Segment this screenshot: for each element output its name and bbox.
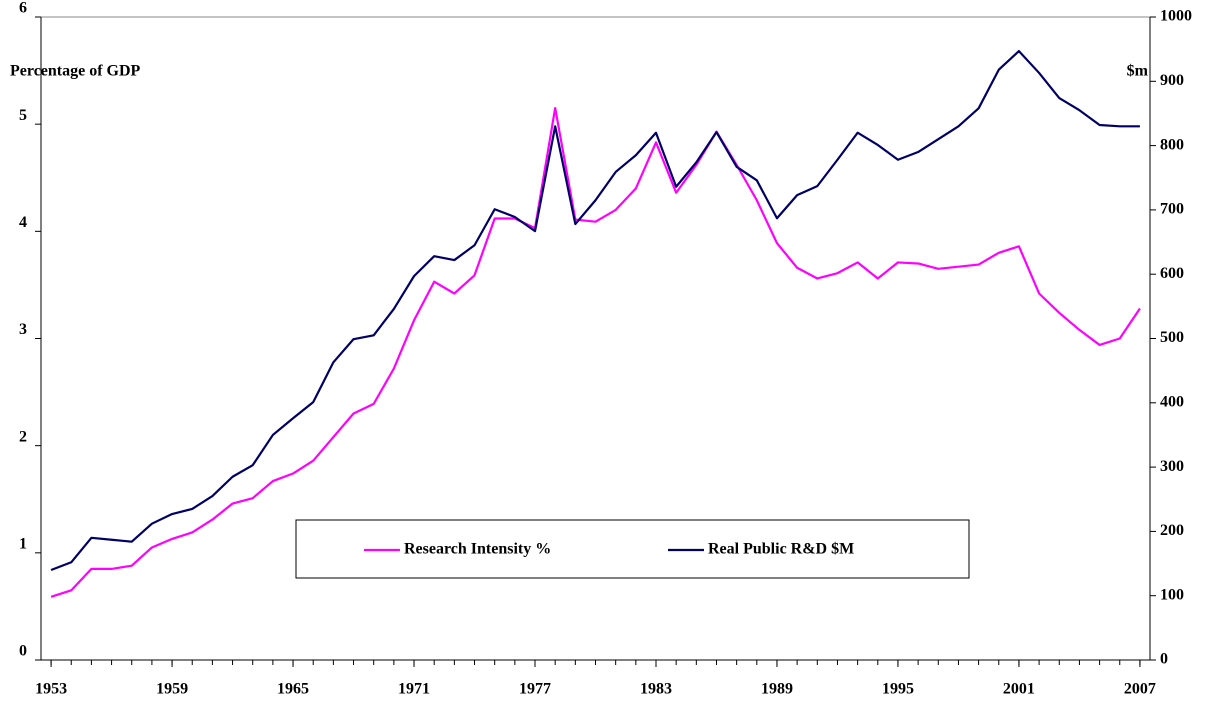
series-line [50,106,1141,598]
legend-label: Research Intensity % [404,541,551,558]
x-tick-label: 2007 [1124,681,1156,698]
y2-tick-label: 900 [1160,72,1184,89]
y2-tick-label: 700 [1160,201,1184,218]
y-tick-label: 3 [19,321,27,338]
y-tick-label: 1 [19,536,27,553]
x-tick-label: 1977 [519,681,551,698]
x-tick-label: 1959 [156,681,188,698]
x-tick-label: 1989 [761,681,793,698]
x-tick-label: 1965 [277,681,309,698]
y2-tick-label: 0 [1160,651,1168,668]
y-tick-label: 6 [19,0,27,17]
y-tick-label: 4 [19,214,27,231]
y2-tick-label: 500 [1160,329,1184,346]
y-tick-label: 5 [19,107,27,124]
y2-axis-label: $m [1127,63,1149,80]
y2-tick-label: 600 [1160,265,1184,282]
y2-tick-label: 800 [1160,136,1184,153]
legend-label: Real Public R&D $M [708,541,854,558]
y2-tick-label: 200 [1160,522,1184,539]
y2-tick-label: 1000 [1160,8,1192,25]
y2-tick-label: 400 [1160,393,1184,410]
x-tick-label: 1971 [398,681,430,698]
x-tick-label: 1983 [640,681,672,698]
y2-tick-label: 300 [1160,458,1184,475]
x-tick-label: 2001 [1003,681,1035,698]
y-tick-label: 0 [19,643,27,660]
y-tick-label: 2 [19,428,27,445]
x-tick-label: 1953 [35,681,67,698]
y-axis-label: Percentage of GDP [10,63,141,80]
series-line [50,49,1140,572]
y2-tick-label: 100 [1160,586,1184,603]
x-tick-label: 1995 [882,681,914,698]
legend-box [295,519,970,579]
